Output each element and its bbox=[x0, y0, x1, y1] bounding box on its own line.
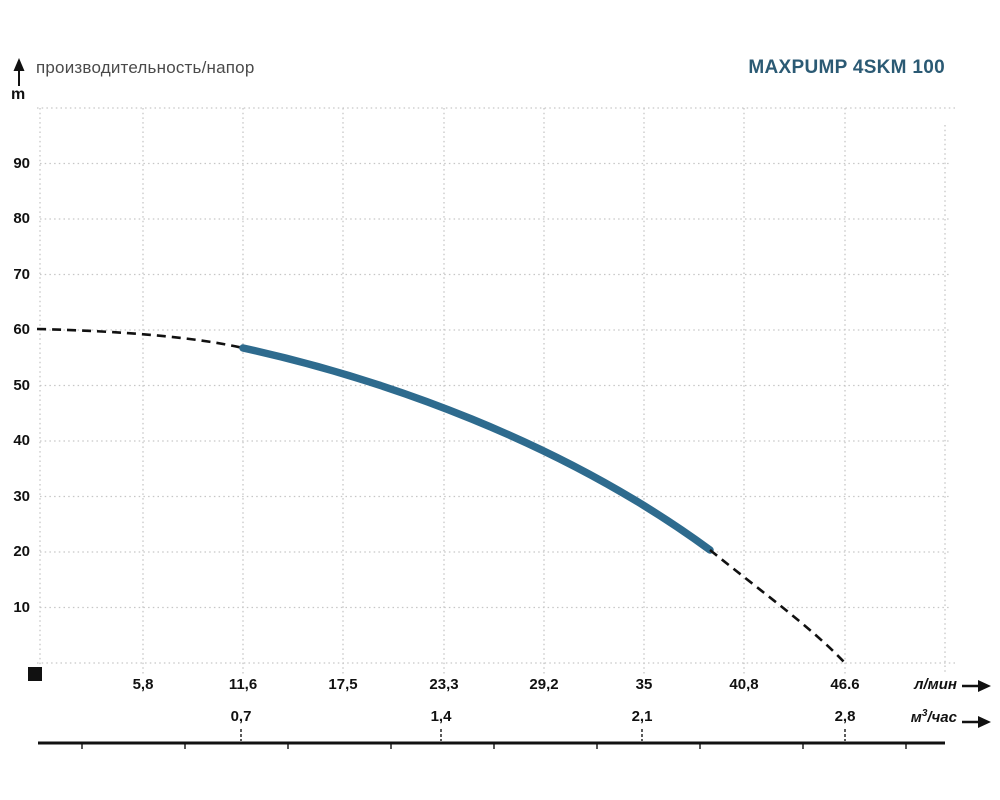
x-axis-unit-lmin: л/мин bbox=[914, 676, 957, 693]
m3h-tick-marks bbox=[240, 729, 846, 741]
y-tick-50: 50 bbox=[13, 377, 30, 394]
y-tick-10: 10 bbox=[13, 599, 30, 616]
lmin-arrow-icon bbox=[962, 680, 991, 692]
horizontal-gridlines bbox=[37, 107, 957, 664]
x-tick-35: 35 bbox=[635, 676, 653, 693]
m3h-tick-2-8: 2,8 bbox=[834, 708, 856, 725]
y-tick-30: 30 bbox=[13, 488, 30, 505]
m3h-arrow-icon bbox=[962, 716, 991, 728]
x-tick-5-8: 5,8 bbox=[132, 676, 154, 693]
model-name: MAXPUMP 4SKM 100 bbox=[748, 57, 945, 78]
m3h-tick-0-7: 0,7 bbox=[230, 708, 252, 725]
y-tick-80: 80 bbox=[13, 210, 30, 227]
m3h-tick-2-1: 2,1 bbox=[631, 708, 653, 725]
x-tick-11-6: 11,6 bbox=[228, 676, 258, 693]
y-tick-60: 60 bbox=[13, 321, 30, 338]
x-tick-46-6: 46.6 bbox=[830, 676, 860, 693]
y-tick-40: 40 bbox=[13, 432, 30, 449]
y-axis-arrow-icon bbox=[13, 58, 25, 86]
m3h-tick-1-4: 1,4 bbox=[430, 708, 452, 725]
y-axis-unit: m bbox=[11, 86, 26, 103]
curve-solid bbox=[239, 344, 714, 554]
x-tick-23-3: 23,3 bbox=[429, 676, 459, 693]
chart-title: производительность/напор bbox=[36, 58, 255, 77]
y-tick-90: 90 bbox=[13, 155, 30, 172]
curve-dashed-right bbox=[709, 548, 846, 664]
y-tick-70: 70 bbox=[13, 266, 30, 283]
vertical-gridlines bbox=[39, 108, 946, 674]
y-tick-20: 20 bbox=[13, 543, 30, 560]
x-tick-40-8: 40,8 bbox=[729, 676, 759, 693]
curve-dashed-left bbox=[36, 327, 244, 350]
x-axis-unit-m3h: м3/час bbox=[910, 708, 957, 726]
x-tick-29-2: 29,2 bbox=[529, 676, 559, 693]
x-tick-17-5: 17,5 bbox=[328, 676, 358, 693]
origin-marker bbox=[28, 667, 42, 681]
base-axis-minor-ticks bbox=[81, 744, 907, 749]
